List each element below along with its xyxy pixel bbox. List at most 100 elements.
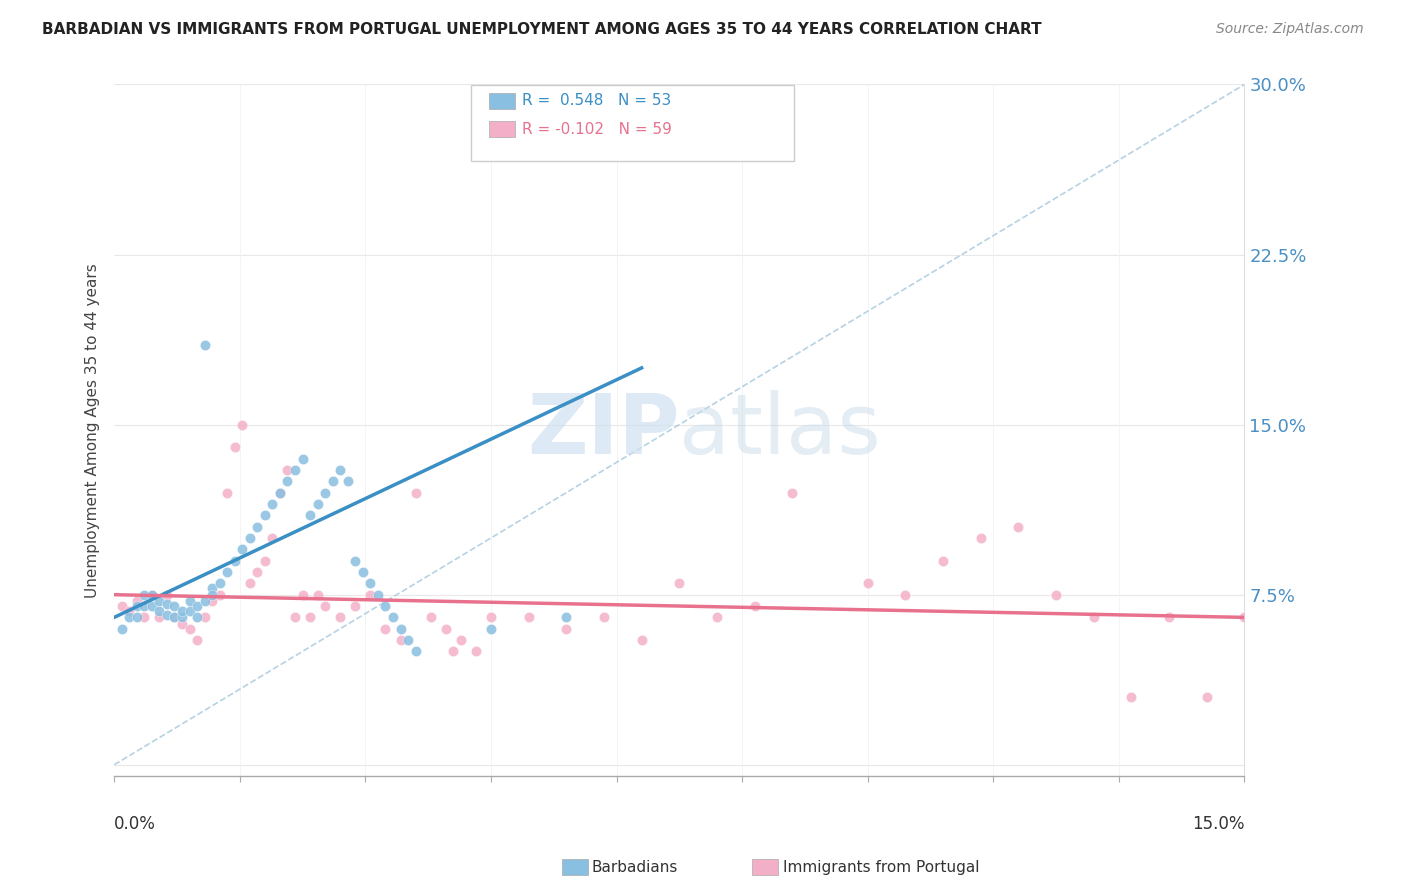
- Text: Immigrants from Portugal: Immigrants from Portugal: [783, 860, 980, 874]
- Point: [276, 475, 298, 489]
- Point: [179, 594, 201, 608]
- Text: ZIP: ZIP: [527, 390, 679, 471]
- Point: [194, 594, 217, 608]
- Point: [217, 485, 239, 500]
- Point: [125, 599, 148, 613]
- Point: [344, 599, 367, 613]
- Point: [344, 554, 367, 568]
- Point: [170, 617, 193, 632]
- Text: 15.0%: 15.0%: [1192, 814, 1244, 832]
- Point: [856, 576, 879, 591]
- Text: 0.0%: 0.0%: [114, 814, 156, 832]
- Point: [118, 603, 141, 617]
- Point: [253, 554, 276, 568]
- Point: [179, 622, 201, 636]
- Point: [322, 475, 344, 489]
- Point: [284, 610, 307, 624]
- Point: [894, 588, 917, 602]
- Point: [201, 581, 224, 595]
- Point: [479, 610, 502, 624]
- Point: [141, 599, 163, 613]
- Text: Source: ZipAtlas.com: Source: ZipAtlas.com: [1216, 22, 1364, 37]
- Point: [1083, 610, 1105, 624]
- Point: [329, 463, 352, 477]
- Y-axis label: Unemployment Among Ages 35 to 44 years: Unemployment Among Ages 35 to 44 years: [86, 263, 100, 598]
- Point: [314, 599, 336, 613]
- Point: [329, 610, 352, 624]
- Point: [246, 519, 269, 533]
- Point: [156, 588, 179, 602]
- Point: [359, 576, 381, 591]
- Point: [262, 531, 284, 545]
- Point: [630, 633, 652, 648]
- Point: [269, 485, 291, 500]
- Text: BARBADIAN VS IMMIGRANTS FROM PORTUGAL UNEMPLOYMENT AMONG AGES 35 TO 44 YEARS COR: BARBADIAN VS IMMIGRANTS FROM PORTUGAL UN…: [42, 22, 1042, 37]
- Point: [441, 644, 464, 658]
- Point: [224, 440, 246, 454]
- Text: R = -0.102   N = 59: R = -0.102 N = 59: [522, 122, 672, 136]
- Point: [291, 451, 314, 466]
- Point: [194, 610, 217, 624]
- Point: [307, 588, 329, 602]
- Point: [1157, 610, 1180, 624]
- Point: [186, 610, 208, 624]
- Point: [299, 610, 322, 624]
- Point: [450, 633, 472, 648]
- Point: [148, 610, 170, 624]
- Point: [201, 594, 224, 608]
- Point: [405, 644, 427, 658]
- Point: [134, 588, 156, 602]
- Point: [125, 594, 148, 608]
- Point: [381, 610, 404, 624]
- Point: [118, 610, 141, 624]
- Point: [231, 417, 253, 432]
- Point: [231, 542, 253, 557]
- Point: [359, 588, 381, 602]
- Point: [201, 588, 224, 602]
- Point: [269, 485, 291, 500]
- Point: [163, 599, 186, 613]
- Point: [163, 610, 186, 624]
- Point: [744, 599, 766, 613]
- Point: [299, 508, 322, 523]
- Point: [125, 610, 148, 624]
- Point: [555, 610, 578, 624]
- Point: [276, 463, 298, 477]
- Point: [464, 644, 486, 658]
- Point: [156, 597, 179, 611]
- Point: [194, 338, 217, 352]
- Point: [163, 610, 186, 624]
- Point: [336, 475, 359, 489]
- Point: [134, 599, 156, 613]
- Point: [419, 610, 441, 624]
- Point: [141, 588, 163, 602]
- Point: [111, 622, 134, 636]
- Text: Barbadians: Barbadians: [592, 860, 678, 874]
- Point: [555, 622, 578, 636]
- Point: [970, 531, 993, 545]
- Point: [186, 633, 208, 648]
- Point: [517, 610, 540, 624]
- Point: [396, 633, 419, 648]
- Point: [239, 576, 262, 591]
- Point: [367, 588, 389, 602]
- Point: [246, 565, 269, 579]
- Point: [111, 599, 134, 613]
- Point: [706, 610, 728, 624]
- Point: [668, 576, 690, 591]
- Point: [389, 622, 412, 636]
- Point: [374, 622, 396, 636]
- Point: [253, 508, 276, 523]
- Point: [208, 576, 231, 591]
- Point: [134, 610, 156, 624]
- Point: [1195, 690, 1218, 704]
- Point: [148, 594, 170, 608]
- Point: [314, 485, 336, 500]
- Point: [1007, 519, 1029, 533]
- Point: [179, 603, 201, 617]
- Point: [262, 497, 284, 511]
- Point: [170, 610, 193, 624]
- Point: [291, 588, 314, 602]
- Point: [1045, 588, 1067, 602]
- Point: [148, 603, 170, 617]
